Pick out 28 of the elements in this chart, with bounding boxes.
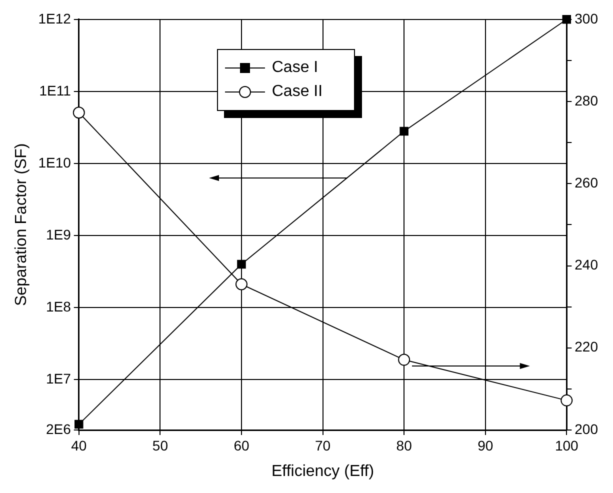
point <box>74 420 84 429</box>
y2-tick-label: 280 <box>574 92 598 108</box>
legend-label: Case II <box>272 83 323 102</box>
y-tick-label: 2E6 <box>46 420 72 437</box>
y-tick-label: 1E12 <box>38 10 72 26</box>
y-axis-title: Separation Factor (SF) <box>13 143 30 306</box>
x-tick-label: 90 <box>478 437 494 454</box>
y2-tick-label: 240 <box>574 256 598 273</box>
y2-tick-label: 300 <box>574 10 598 26</box>
point <box>562 15 572 24</box>
y-tick-label: 1E10 <box>38 154 72 170</box>
x-tick-label: 50 <box>152 437 168 454</box>
x-tick-label: 100 <box>554 437 579 454</box>
x-axis-title: Efficiency (Eff) <box>271 462 374 480</box>
point <box>400 126 408 136</box>
y2-tick-label: 220 <box>574 338 598 355</box>
point <box>237 260 246 269</box>
x-tick-label: 80 <box>396 437 412 454</box>
legend-label: Case I <box>272 59 318 78</box>
x-tick-label: 40 <box>71 437 87 454</box>
y2-tick-label: 200 <box>574 420 598 437</box>
y-tick-label: 1E9 <box>46 226 72 242</box>
x-tick-label: 70 <box>314 437 331 454</box>
y-tick-label: 1E7 <box>46 370 72 386</box>
y-tick-label: 1E8 <box>46 298 72 314</box>
y-tick-label: 1E11 <box>39 82 72 98</box>
x-tick-label: 60 <box>234 437 250 454</box>
y2-tick-label: 260 <box>574 174 598 190</box>
